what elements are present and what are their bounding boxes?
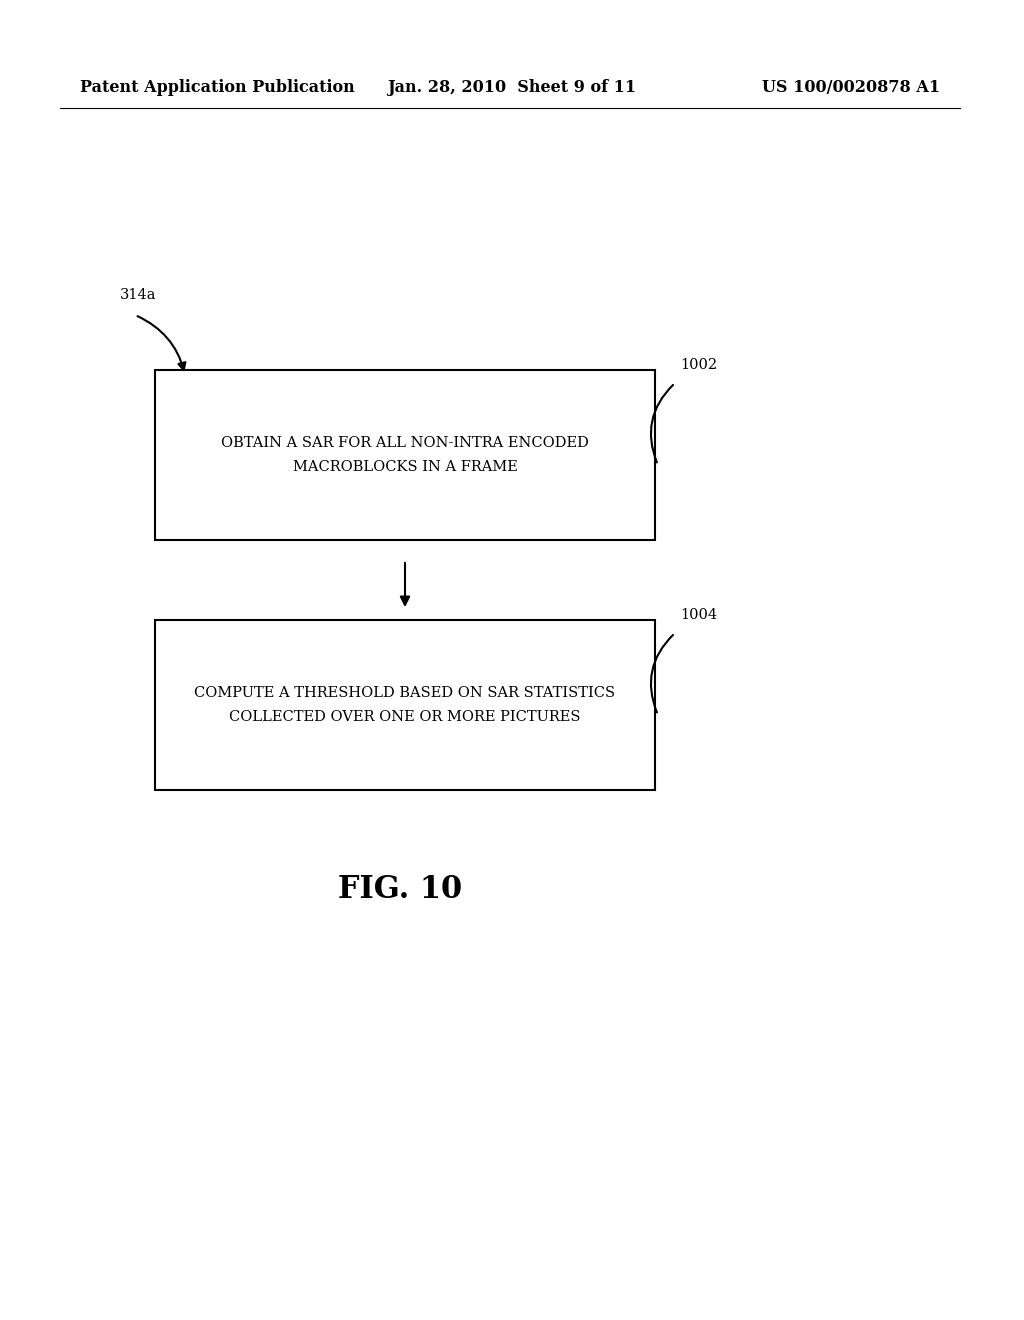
- Text: COMPUTE A THRESHOLD BASED ON SAR STATISTICS: COMPUTE A THRESHOLD BASED ON SAR STATIST…: [195, 686, 615, 700]
- Text: 1002: 1002: [680, 358, 717, 372]
- Bar: [155, 370, 655, 540]
- Text: US 100/0020878 A1: US 100/0020878 A1: [762, 79, 940, 96]
- Text: Jan. 28, 2010  Sheet 9 of 11: Jan. 28, 2010 Sheet 9 of 11: [387, 79, 637, 96]
- Text: OBTAIN A SAR FOR ALL NON-INTRA ENCODED: OBTAIN A SAR FOR ALL NON-INTRA ENCODED: [221, 436, 589, 450]
- Text: Patent Application Publication: Patent Application Publication: [80, 79, 354, 96]
- Text: MACROBLOCKS IN A FRAME: MACROBLOCKS IN A FRAME: [293, 459, 517, 474]
- Text: FIG. 10: FIG. 10: [338, 874, 462, 906]
- Text: COLLECTED OVER ONE OR MORE PICTURES: COLLECTED OVER ONE OR MORE PICTURES: [229, 710, 581, 723]
- Text: 314a: 314a: [120, 288, 157, 302]
- Bar: [155, 620, 655, 789]
- Text: 1004: 1004: [680, 609, 717, 622]
